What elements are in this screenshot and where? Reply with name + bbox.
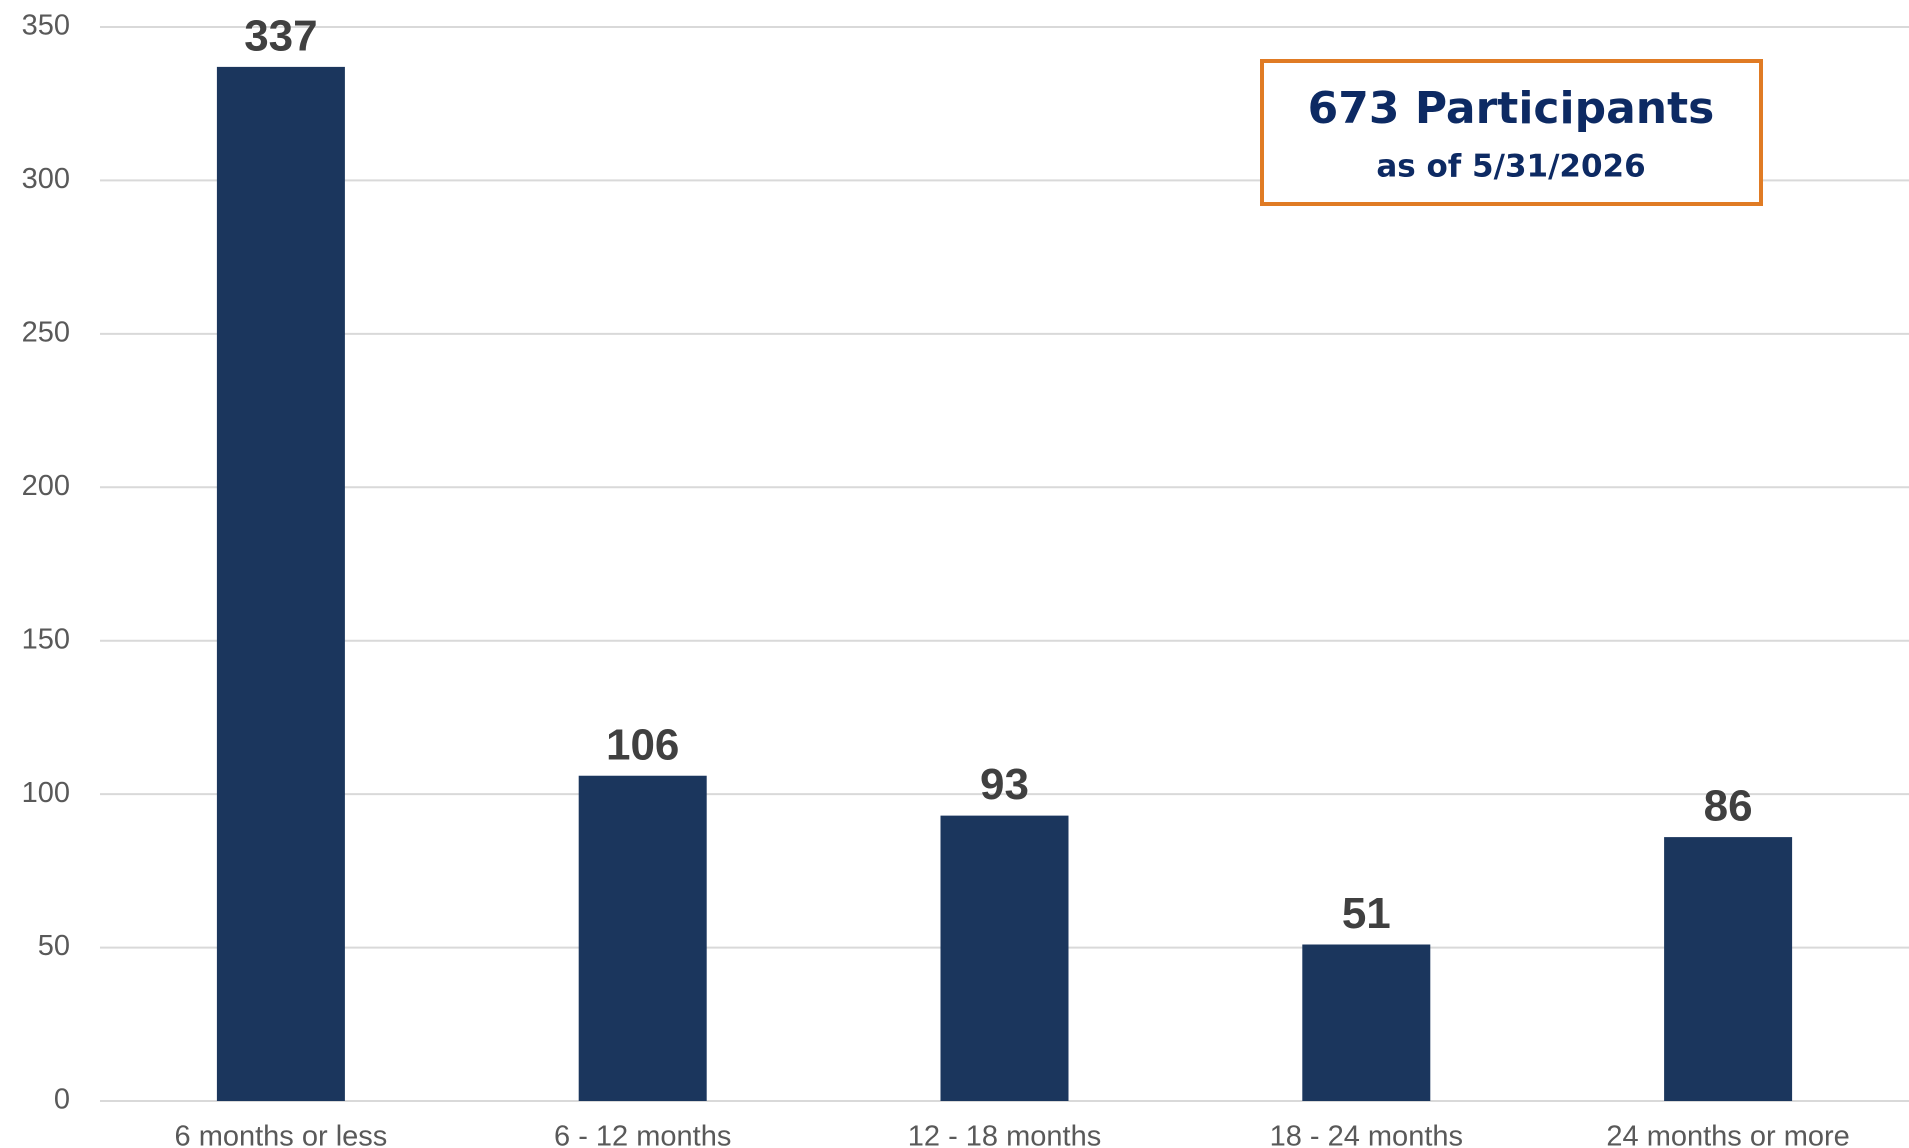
bar (1302, 944, 1431, 1101)
y-tick-label: 50 (38, 930, 70, 962)
bar (216, 66, 345, 1101)
y-tick-label: 250 (22, 317, 70, 349)
y-tick-label: 150 (22, 623, 70, 655)
y-tick-label: 100 (22, 777, 70, 809)
y-tick-label: 200 (22, 470, 70, 502)
x-tick-label: 6 - 12 months (554, 1121, 731, 1148)
bar (940, 815, 1069, 1101)
y-tick-label: 0 (54, 1084, 70, 1116)
x-tick-label: 6 months or less (175, 1121, 388, 1148)
value-label: 337 (244, 12, 317, 61)
bar (1664, 837, 1793, 1101)
y-tick-label: 300 (22, 163, 70, 195)
y-tick-label: 350 (22, 10, 70, 42)
annotation-subtitle: as of 5/31/2026 (1376, 149, 1645, 185)
bar (578, 775, 707, 1101)
x-tick-label: 24 months or more (1606, 1121, 1849, 1148)
annotation-title: 673 Participants (1308, 83, 1715, 134)
value-label: 93 (980, 760, 1029, 809)
annotation-box (1260, 59, 1763, 206)
x-tick-label: 12 - 18 months (908, 1121, 1101, 1148)
value-label: 106 (606, 720, 679, 769)
x-tick-label: 18 - 24 months (1270, 1121, 1463, 1148)
value-label: 51 (1342, 889, 1391, 938)
value-label: 86 (1704, 782, 1753, 831)
